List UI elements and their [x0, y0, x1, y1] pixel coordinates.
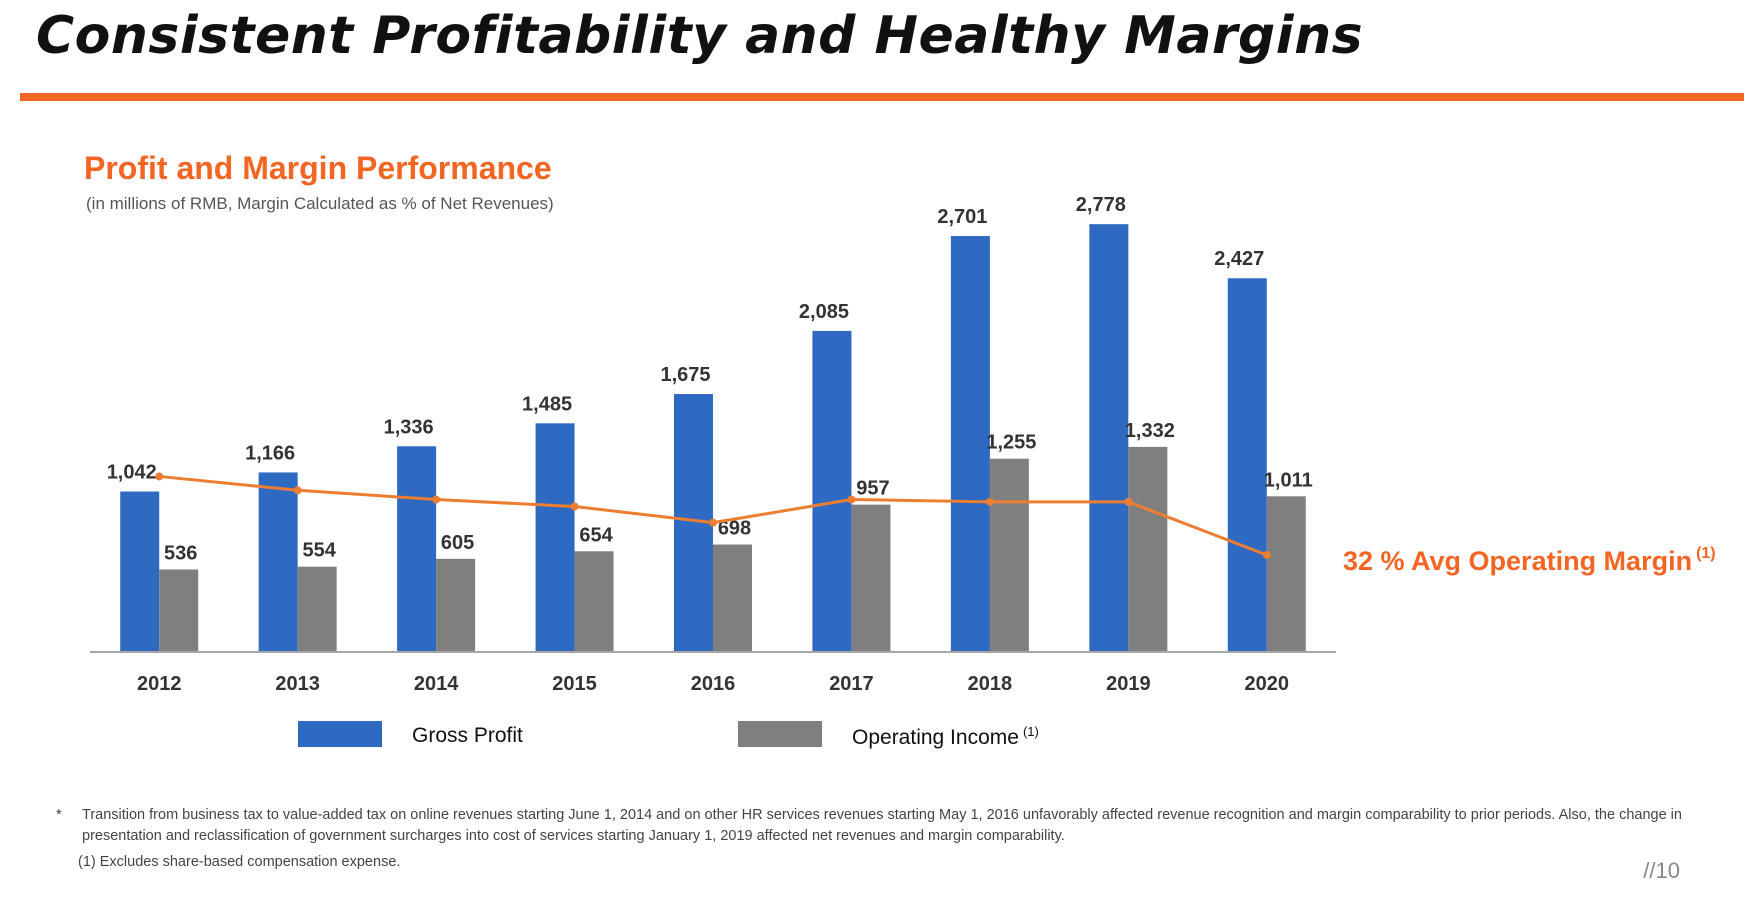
x-tick-label: 2019	[1106, 673, 1151, 695]
footnote-tax-transition: Transition from business tax to value-ad…	[82, 807, 1682, 844]
x-tick-label: 2018	[968, 673, 1013, 695]
gross-profit-data-label: 2,701	[937, 206, 987, 228]
page-number: //10	[1643, 858, 1680, 883]
operating-income-data-label: 654	[579, 524, 613, 546]
operating-income-bar	[159, 569, 199, 652]
operating-income-data-label: 1,011	[1264, 469, 1313, 491]
operating-margin-point	[570, 502, 579, 511]
x-tick-label: 2012	[137, 673, 182, 695]
operating-income-bar	[1128, 446, 1168, 652]
operating-income-data-label: 554	[302, 540, 336, 562]
operating-margin-point	[155, 472, 164, 481]
operating-income-data-label: 698	[718, 518, 751, 540]
legend-gross-profit-label: Gross Profit	[412, 724, 523, 747]
gross-profit-data-label: 2,427	[1214, 248, 1264, 270]
gross-profit-data-label: 2,778	[1076, 194, 1126, 216]
gross-profit-bar	[1089, 224, 1129, 653]
gross-profit-bar	[535, 423, 575, 652]
operating-margin-point	[293, 486, 302, 495]
operating-income-bar	[851, 504, 891, 652]
footnote-share-based-comp: (1) Excludes share-based compensation ex…	[78, 854, 401, 870]
avg-operating-margin-callout: 32 % Avg Operating Margin (1)	[1343, 545, 1716, 577]
legend-gross-profit-swatch	[298, 721, 382, 747]
operating-income-bar	[297, 566, 337, 652]
operating-income-data-label: 605	[441, 532, 474, 554]
legend-operating-income: Operating Income (1)	[738, 721, 1138, 750]
operating-income-bar	[574, 551, 614, 652]
x-tick-label: 2015	[552, 673, 597, 695]
gross-profit-data-label: 1,675	[660, 364, 710, 386]
operating-margin-point	[1262, 550, 1271, 559]
gross-profit-bar	[397, 446, 437, 652]
x-tick-label: 2020	[1245, 673, 1290, 695]
gross-profit-bar	[120, 491, 160, 652]
gross-profit-bar	[258, 472, 298, 652]
operating-income-bar	[989, 458, 1029, 652]
operating-income-data-label: 1,255	[986, 432, 1036, 454]
gross-profit-bar	[812, 330, 852, 652]
gross-profit-bar	[1227, 278, 1267, 652]
x-tick-label: 2013	[275, 673, 320, 695]
operating-income-bar	[436, 558, 476, 652]
legend-gross-profit: Gross Profit	[298, 721, 658, 747]
gross-profit-data-label: 1,166	[245, 442, 295, 464]
avg-operating-margin-label: 32 % Avg Operating Margin	[1343, 546, 1693, 576]
x-tick-label: 2017	[829, 673, 874, 695]
gross-profit-bar	[950, 236, 990, 652]
operating-margin-point	[847, 495, 856, 504]
gross-profit-data-label: 2,085	[799, 301, 849, 323]
legend-operating-income-label-wrap: Operating Income (1)	[852, 724, 1039, 750]
operating-income-data-label: 536	[164, 542, 197, 564]
operating-margin-point	[985, 497, 994, 506]
slide-title: Consistent Profitability and Healthy Mar…	[36, 6, 1364, 66]
chart-subtitle: (in millions of RMB, Margin Calculated a…	[86, 194, 554, 213]
operating-margin-point	[709, 518, 717, 527]
operating-margin-point	[432, 495, 441, 504]
x-tick-label: 2014	[414, 673, 459, 695]
legend-operating-income-note: (1)	[1022, 724, 1039, 739]
legend-operating-income-swatch	[738, 721, 822, 747]
chart-heading: Profit and Margin Performance	[84, 150, 552, 186]
footnote-asterisk: *	[56, 807, 62, 823]
operating-income-bar	[1266, 496, 1306, 652]
operating-income-bar	[713, 544, 752, 652]
avg-operating-margin-note: (1)	[1696, 545, 1716, 562]
legend-operating-income-label: Operating Income	[852, 726, 1019, 749]
gross-profit-data-label: 1,336	[384, 416, 434, 438]
operating-income-data-label: 1,332	[1125, 420, 1175, 442]
gross-profit-data-label: 1,042	[107, 462, 157, 484]
title-underline	[20, 93, 1744, 101]
gross-profit-data-label: 1,485	[522, 393, 572, 415]
operating-income-data-label: 957	[856, 478, 889, 500]
operating-margin-point	[1124, 497, 1133, 506]
x-tick-label: 2016	[691, 673, 736, 695]
